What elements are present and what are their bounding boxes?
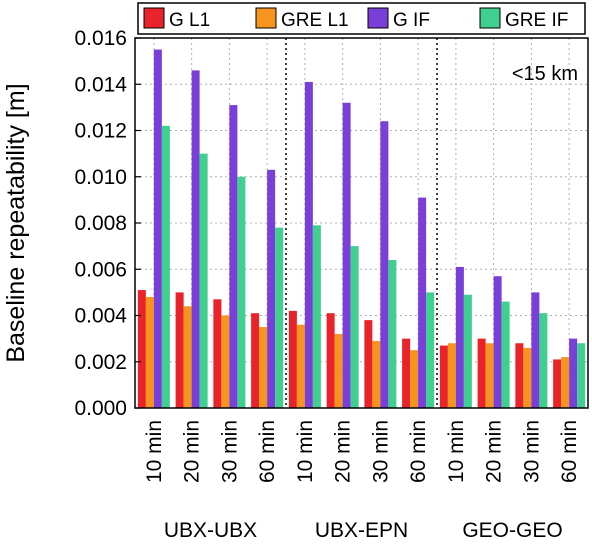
bar	[161, 125, 170, 408]
legend-box	[137, 2, 586, 35]
y-tick-label: 0.006	[74, 258, 127, 281]
bar	[515, 343, 524, 408]
bar	[477, 338, 486, 408]
y-axis-title: Baseline repeatability [m]	[2, 83, 30, 362]
bar	[221, 315, 230, 408]
y-tick-label: 0.014	[74, 73, 127, 96]
x-tick-label: 10 min	[445, 420, 468, 483]
legend-label: G IF	[393, 10, 430, 31]
group-label: GEO-GEO	[462, 519, 562, 542]
legend-label: GRE L1	[281, 10, 349, 31]
y-tick-label: 0.002	[74, 351, 127, 374]
legend-swatch	[479, 7, 501, 29]
x-tick-label: 20 min	[483, 420, 506, 483]
bar	[372, 340, 381, 408]
bar	[199, 153, 208, 408]
group-label: UBX-UBX	[164, 519, 257, 542]
bar	[485, 343, 494, 408]
bar	[191, 70, 200, 408]
bar	[501, 301, 510, 408]
y-tick-label: 0.012	[74, 120, 127, 143]
bar	[553, 359, 562, 408]
x-tick-label: 60 min	[407, 420, 430, 483]
x-tick-label: 30 min	[218, 420, 241, 483]
bar	[229, 105, 238, 408]
x-tick-label: 60 min	[558, 420, 581, 483]
y-tick-label: 0.000	[74, 397, 127, 420]
x-tick-label: 10 min	[294, 420, 317, 483]
bar	[267, 169, 276, 408]
bar	[531, 292, 540, 408]
bar	[418, 197, 427, 408]
y-tick-label: 0.016	[74, 27, 127, 50]
bar	[137, 290, 146, 408]
x-tick-label: 30 min	[369, 420, 392, 483]
y-axis-ticks: 0.000 0.002 0.004 0.006 0.008 0.010 0.012 0.014…	[74, 27, 141, 420]
bar	[493, 276, 502, 408]
bar	[569, 338, 578, 408]
bar	[213, 299, 222, 408]
x-tick-label: 20 min	[332, 420, 355, 483]
x-tick-label: 30 min	[520, 420, 543, 483]
bar	[350, 246, 359, 408]
legend-swatch	[255, 7, 277, 29]
bar	[439, 345, 448, 408]
bar	[577, 343, 586, 408]
bar	[259, 327, 268, 408]
legend-label: GRE IF	[505, 10, 568, 31]
bar	[145, 297, 154, 408]
bar	[342, 102, 351, 408]
bar	[539, 313, 548, 408]
bar	[364, 320, 373, 408]
bar	[251, 313, 260, 408]
bar	[312, 225, 321, 408]
bar	[183, 306, 192, 408]
bar	[296, 324, 305, 408]
group-separators	[285, 38, 438, 408]
distance-annotation: <15 km	[512, 63, 578, 85]
bar	[380, 121, 389, 408]
bar	[388, 260, 397, 408]
y-tick-label: 0.008	[74, 212, 127, 235]
bar	[523, 347, 532, 408]
y-tick-label: 0.010	[74, 166, 127, 189]
bar	[288, 310, 297, 408]
legend-swatch	[143, 7, 165, 29]
bar	[304, 81, 313, 408]
x-tick-label: 10 min	[143, 420, 166, 483]
bars	[137, 49, 586, 408]
bar	[447, 343, 456, 408]
bar	[410, 350, 419, 408]
group-label: UBX-EPN	[315, 519, 408, 542]
bar	[463, 294, 472, 408]
bar	[237, 176, 246, 408]
legend-swatch	[367, 7, 389, 29]
bar	[275, 227, 284, 408]
bar	[455, 266, 464, 408]
bar	[402, 338, 411, 408]
bar	[334, 334, 343, 408]
bar	[175, 292, 184, 408]
legend-label: G L1	[169, 10, 210, 31]
bar	[153, 49, 162, 408]
x-tick-label: 60 min	[256, 420, 279, 483]
bar	[561, 357, 570, 408]
legend: G L1 GRE L1 G IF GRE IF	[137, 2, 586, 35]
x-axis-ticks: 10 min 20 min 30 min 60 min 10 min 20 min 30 m…	[143, 420, 581, 542]
bar	[326, 313, 335, 408]
x-tick-label: 20 min	[181, 420, 204, 483]
bar	[426, 292, 435, 408]
y-tick-label: 0.004	[74, 305, 127, 328]
